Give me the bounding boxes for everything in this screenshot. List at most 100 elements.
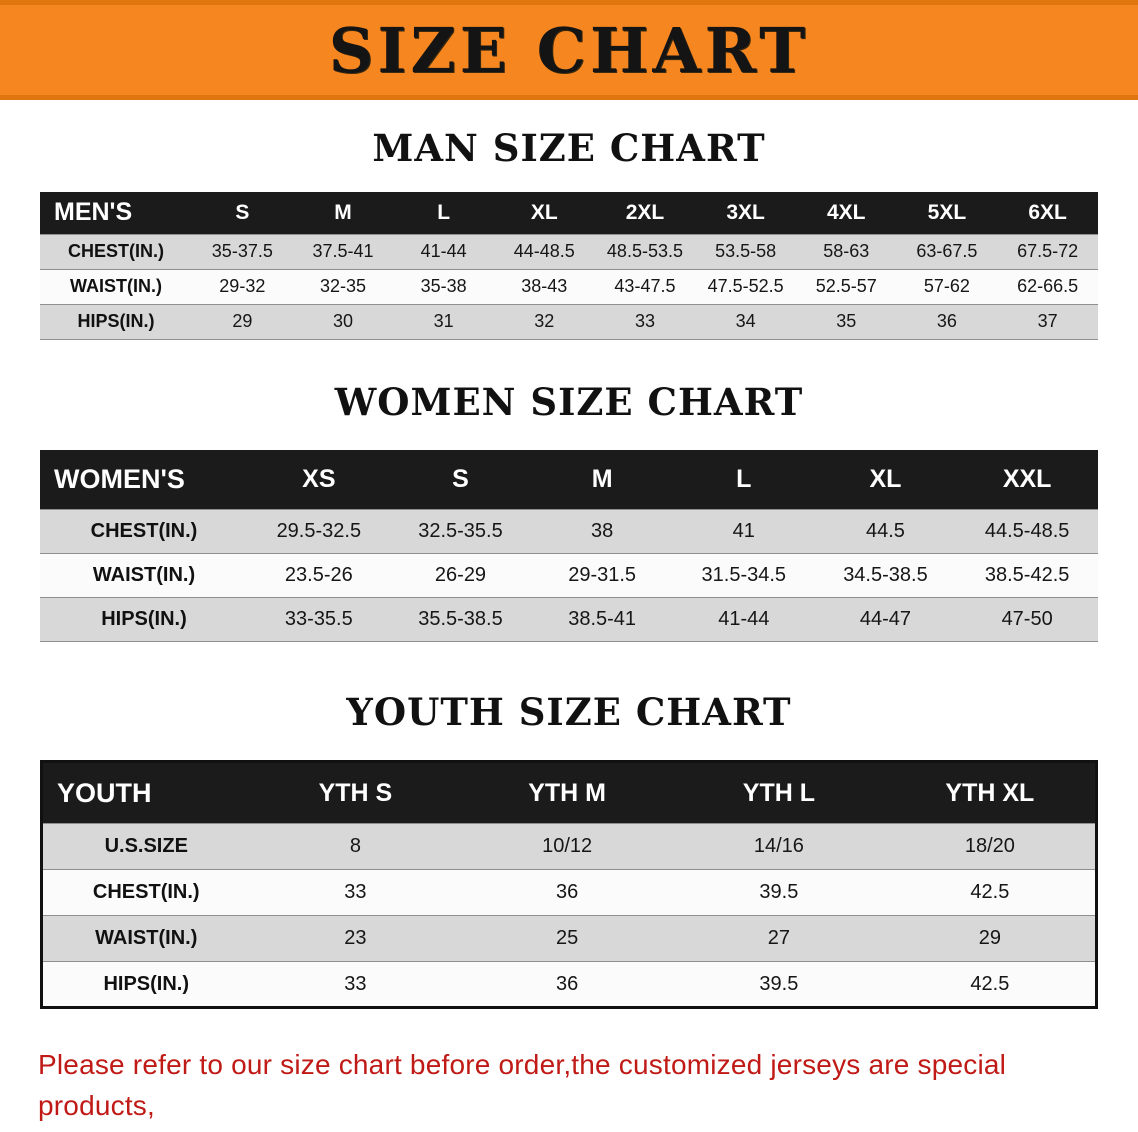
table-row: CHEST(IN.) 33 36 39.5 42.5 bbox=[41, 869, 1097, 916]
size-value-cell: 42.5 bbox=[970, 881, 1010, 903]
size-value-cell: 23.5-26 bbox=[284, 564, 353, 586]
size-value-cell: 25 bbox=[556, 927, 579, 949]
table-row: HIPS(IN.) 33-35.5 35.5-38.5 38.5-41 41-44 44-… bbox=[40, 597, 1098, 642]
size-column-header: XL bbox=[869, 464, 902, 493]
table-corner-label: YOUTH bbox=[57, 777, 152, 808]
size-value-cell: 35-38 bbox=[420, 276, 467, 296]
size-value-cell: 33 bbox=[344, 972, 367, 995]
size-value-cell: 57-62 bbox=[923, 276, 970, 296]
row-label: U.S.SIZE bbox=[104, 835, 188, 857]
size-column-header: XXL bbox=[1002, 464, 1052, 493]
section-men: MAN SIZE CHART MEN'S S M L XL 2XL 3XL 4XL 5XL 6XL… bbox=[0, 100, 1138, 340]
size-value-cell: 44.5-48.5 bbox=[984, 520, 1070, 542]
size-column-header: YTH S bbox=[318, 778, 393, 807]
size-value-cell: 33-35.5 bbox=[284, 608, 353, 630]
size-value-cell: 44.5 bbox=[865, 520, 905, 542]
size-value-cell: 36 bbox=[556, 881, 579, 903]
size-column-header: 4XL bbox=[827, 200, 866, 224]
size-column-header: XL bbox=[530, 200, 558, 224]
table-header-row: MEN'S S M L XL 2XL 3XL 4XL 5XL 6XL bbox=[40, 192, 1098, 234]
size-value-cell: 35-37.5 bbox=[211, 241, 273, 261]
size-value-cell: 38 bbox=[591, 520, 614, 542]
size-value-cell: 58-63 bbox=[823, 241, 870, 261]
size-value-cell: 37.5-41 bbox=[312, 241, 374, 261]
row-label: CHEST(IN.) bbox=[92, 881, 200, 903]
size-value-cell: 30 bbox=[332, 311, 353, 331]
size-value-cell: 44-47 bbox=[859, 608, 912, 630]
size-value-cell: 43-47.5 bbox=[614, 276, 676, 296]
size-value-cell: 32-35 bbox=[319, 276, 366, 296]
men-section-heading: MAN SIZE CHART bbox=[372, 126, 766, 170]
row-label: HIPS(IN.) bbox=[101, 608, 187, 630]
table-row: WAIST(IN.) 29-32 32-35 35-38 38-43 43-47.5 47.… bbox=[40, 269, 1098, 304]
table-row: CHEST(IN.) 35-37.5 37.5-41 41-44 44-48.5 48.5… bbox=[40, 234, 1098, 269]
size-value-cell: 41 bbox=[732, 520, 755, 542]
table-row: U.S.SIZE 8 10/12 14/16 18/20 bbox=[41, 823, 1097, 870]
section-youth: YOUTH SIZE CHART YOUTH YTH S YTH M YTH L YTH… bbox=[0, 642, 1138, 1009]
size-value-cell: 8 bbox=[349, 835, 361, 857]
size-value-cell: 10/12 bbox=[542, 835, 593, 857]
size-value-cell: 42.5 bbox=[970, 972, 1010, 995]
size-column-header: S bbox=[452, 464, 469, 493]
size-value-cell: 31 bbox=[433, 311, 454, 331]
size-value-cell: 38.5-41 bbox=[568, 608, 637, 630]
men-size-table: MEN'S S M L XL 2XL 3XL 4XL 5XL 6XL CHEST(IN.) 35-37… bbox=[40, 192, 1098, 340]
size-column-header: XS bbox=[302, 464, 336, 493]
row-label: WAIST(IN.) bbox=[92, 564, 196, 586]
size-value-cell: 29 bbox=[978, 927, 1001, 949]
row-label: HIPS(IN.) bbox=[77, 311, 155, 331]
table-corner-label: WOMEN'S bbox=[54, 463, 185, 494]
size-value-cell: 29-31.5 bbox=[568, 564, 637, 586]
size-value-cell: 37 bbox=[1037, 311, 1058, 331]
size-column-header: M bbox=[334, 200, 352, 224]
row-label: WAIST(IN.) bbox=[95, 927, 198, 949]
size-value-cell: 41-44 bbox=[718, 608, 770, 630]
size-value-cell: 14/16 bbox=[753, 835, 804, 857]
size-value-cell: 63-67.5 bbox=[916, 241, 978, 261]
size-column-header: L bbox=[736, 464, 752, 493]
size-column-header: 5XL bbox=[927, 200, 967, 224]
size-value-cell: 47.5-52.5 bbox=[707, 276, 784, 296]
size-value-cell: 47-50 bbox=[1001, 608, 1053, 630]
size-value-cell: 32 bbox=[534, 311, 555, 331]
size-value-cell: 29-32 bbox=[219, 276, 266, 296]
women-section-heading: WOMEN SIZE CHART bbox=[334, 379, 804, 424]
size-value-cell: 35 bbox=[836, 311, 857, 331]
size-value-cell: 38-43 bbox=[521, 276, 568, 296]
row-label: CHEST(IN.) bbox=[68, 241, 164, 261]
size-value-cell: 52.5-57 bbox=[815, 276, 877, 296]
table-row: WAIST(IN.) 23 25 27 29 bbox=[41, 915, 1097, 962]
footer-notice: Please refer to our size chart before or… bbox=[0, 1045, 1138, 1132]
size-value-cell: 29.5-32.5 bbox=[276, 520, 362, 542]
size-column-header: L bbox=[437, 200, 451, 224]
size-value-cell: 41-44 bbox=[420, 241, 467, 261]
size-column-header: YTH L bbox=[742, 778, 815, 807]
size-column-header: S bbox=[235, 200, 250, 224]
table-corner-label: MEN'S bbox=[54, 198, 133, 227]
size-value-cell: 26-29 bbox=[434, 564, 487, 586]
table-row: CHEST(IN.) 29.5-32.5 32.5-35.5 38 41 44.5 44.5… bbox=[40, 509, 1098, 554]
size-value-cell: 38.5-42.5 bbox=[984, 564, 1070, 586]
size-value-cell: 48.5-53.5 bbox=[606, 241, 683, 261]
size-value-cell: 53.5-58 bbox=[715, 241, 777, 261]
size-value-cell: 39.5 bbox=[759, 881, 799, 903]
size-value-cell: 18/20 bbox=[964, 835, 1015, 857]
size-value-cell: 29 bbox=[232, 311, 253, 331]
table-header-row: YOUTH YTH S YTH M YTH L YTH XL bbox=[41, 761, 1097, 824]
size-value-cell: 31.5-34.5 bbox=[701, 564, 787, 586]
size-value-cell: 23 bbox=[344, 927, 367, 949]
row-label: WAIST(IN.) bbox=[70, 276, 162, 296]
youth-section-heading: YOUTH SIZE CHART bbox=[346, 690, 792, 734]
size-value-cell: 33 bbox=[634, 311, 655, 331]
page-title: SIZE CHART bbox=[328, 13, 810, 87]
banner: SIZE CHART bbox=[0, 0, 1138, 100]
table-row: HIPS(IN.) 29 30 31 32 33 34 35 36 37 bbox=[40, 304, 1098, 339]
table-row: HIPS(IN.) 33 36 39.5 42.5 bbox=[41, 961, 1097, 1008]
size-value-cell: 67.5-72 bbox=[1017, 241, 1079, 261]
size-column-header: YTH XL bbox=[945, 778, 1035, 807]
size-column-header: 2XL bbox=[625, 200, 665, 224]
size-value-cell: 27 bbox=[767, 927, 790, 949]
size-value-cell: 39.5 bbox=[759, 972, 799, 995]
size-value-cell: 44-48.5 bbox=[513, 241, 575, 261]
